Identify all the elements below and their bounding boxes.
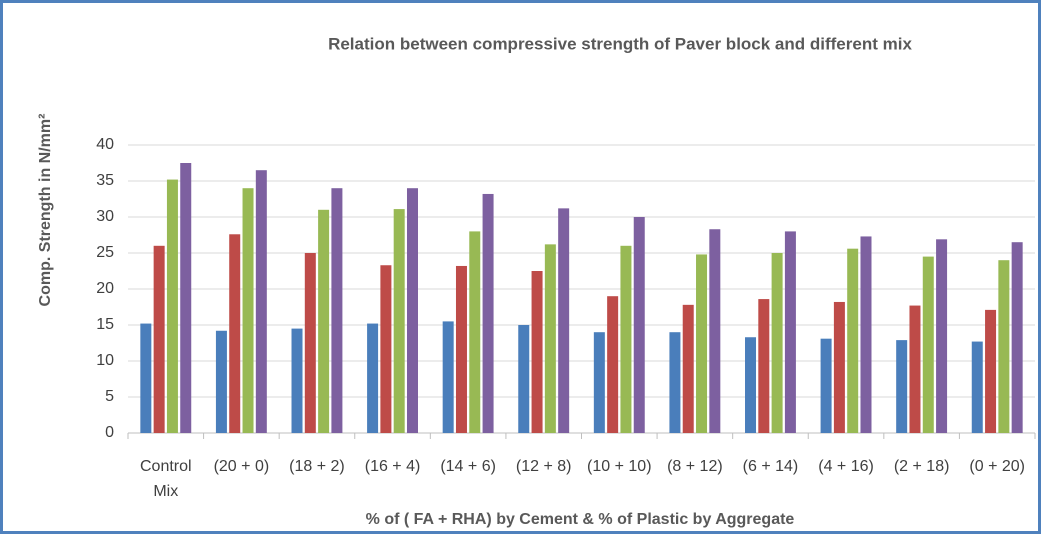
bar <box>482 193 494 433</box>
bar <box>544 244 556 433</box>
bar <box>180 163 192 433</box>
x-tick-label: (16 + 4) <box>365 458 421 475</box>
y-axis-label: Comp. Strength in N/mm² <box>37 114 54 307</box>
y-tick-label: 30 <box>96 208 114 225</box>
bar <box>380 265 392 433</box>
bar <box>820 338 832 433</box>
x-tick-label: (20 + 0) <box>214 458 270 475</box>
bar <box>669 332 681 433</box>
bar <box>455 265 467 433</box>
x-tick-label: Control Mix <box>140 458 192 500</box>
bar <box>607 296 619 433</box>
bar <box>922 256 934 433</box>
bar <box>531 271 543 433</box>
bar <box>633 217 645 433</box>
bar <box>393 209 405 433</box>
y-tick-label: 35 <box>96 172 114 189</box>
bar <box>242 188 254 433</box>
x-tick-label: (6 + 14) <box>743 458 799 475</box>
x-tick-label: (0 + 20) <box>969 458 1025 475</box>
x-tick-label: (18 + 2) <box>289 458 345 475</box>
bar <box>909 305 921 433</box>
bar <box>291 328 303 433</box>
y-tick-label: 15 <box>96 316 114 333</box>
bar <box>847 248 859 433</box>
y-tick-label: 40 <box>96 136 114 153</box>
bar <box>558 208 570 433</box>
bar <box>518 325 530 433</box>
bar <box>469 231 481 433</box>
bar <box>860 236 872 433</box>
y-tick-label: 10 <box>96 352 114 369</box>
x-tick-label: (8 + 12) <box>667 458 723 475</box>
y-tick-label: 20 <box>96 280 114 297</box>
bar <box>709 229 721 433</box>
bar <box>331 188 343 433</box>
x-tick-label: (2 + 18) <box>894 458 950 475</box>
bar <box>620 245 632 433</box>
y-tick-label: 25 <box>96 244 114 261</box>
chart-title: Relation between compressive strength of… <box>328 34 912 53</box>
y-tick-label: 5 <box>105 388 114 405</box>
x-tick-label: (12 + 8) <box>516 458 572 475</box>
bar <box>971 341 983 433</box>
bar <box>318 209 330 433</box>
bar <box>367 323 379 433</box>
x-axis-label: % of ( FA + RHA) by Cement & % of Plasti… <box>366 511 795 528</box>
bar <box>153 245 165 433</box>
bar <box>896 340 908 433</box>
bar <box>936 239 948 433</box>
x-tick-label: (4 + 16) <box>818 458 874 475</box>
bar <box>166 179 178 433</box>
bar <box>215 330 227 433</box>
bar <box>998 260 1010 433</box>
bar <box>406 188 418 433</box>
bar <box>771 253 783 433</box>
bar <box>593 332 605 433</box>
bar <box>682 304 694 433</box>
bar <box>696 254 708 433</box>
bar <box>140 323 152 433</box>
bar <box>304 253 316 433</box>
bar <box>784 231 796 433</box>
y-tick-label: 0 <box>105 424 114 441</box>
x-tick-label: (10 + 10) <box>587 458 651 475</box>
bar <box>833 301 845 433</box>
bar <box>255 170 267 433</box>
bar <box>985 309 997 433</box>
bar <box>229 234 241 433</box>
bar <box>1011 242 1023 433</box>
bar <box>745 337 757 433</box>
bar <box>758 299 770 433</box>
bar <box>442 321 454 433</box>
x-tick-label: (14 + 6) <box>440 458 496 475</box>
